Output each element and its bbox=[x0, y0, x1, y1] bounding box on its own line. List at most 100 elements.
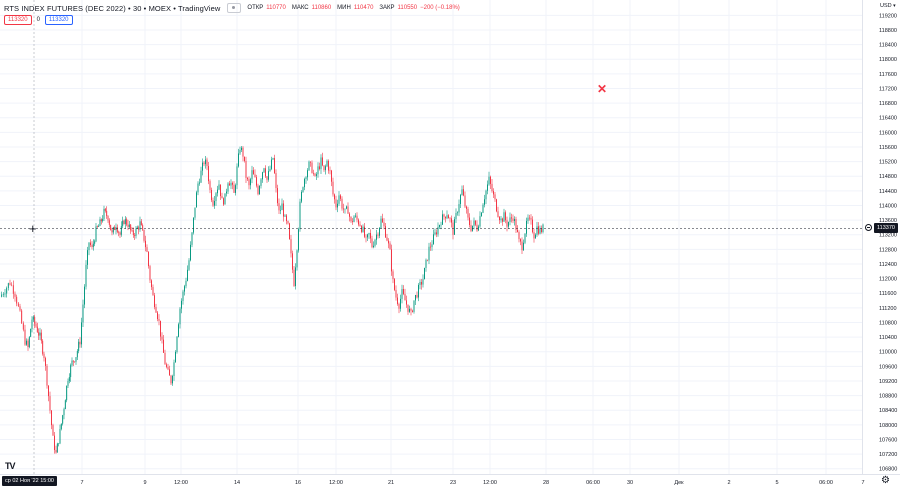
candle bbox=[368, 232, 370, 239]
settings-gear-icon[interactable]: ⚙ bbox=[881, 475, 890, 486]
candle-body bbox=[478, 226, 479, 231]
candle bbox=[239, 146, 241, 155]
candle bbox=[112, 226, 114, 235]
candle-body bbox=[355, 215, 356, 217]
candle-body bbox=[287, 221, 289, 224]
candle bbox=[362, 224, 364, 233]
candle-body bbox=[229, 183, 230, 186]
ask-price[interactable]: 113320 bbox=[44, 15, 73, 25]
candle-body bbox=[176, 336, 178, 352]
price-tick-label: 109600 bbox=[879, 364, 897, 370]
candle bbox=[39, 327, 41, 340]
candle bbox=[236, 163, 238, 190]
candle-body bbox=[451, 218, 452, 223]
candle-body bbox=[221, 196, 223, 199]
candle-body bbox=[275, 173, 277, 189]
candle-body bbox=[437, 226, 439, 235]
candle bbox=[59, 424, 61, 445]
candle bbox=[197, 181, 199, 196]
candle-body bbox=[254, 174, 256, 178]
candle bbox=[135, 226, 137, 239]
candle bbox=[248, 176, 250, 190]
candle-body bbox=[251, 170, 253, 180]
candle bbox=[463, 185, 464, 197]
currency-label: USD bbox=[880, 3, 892, 9]
candle bbox=[292, 250, 293, 274]
candle-body bbox=[340, 195, 341, 199]
price-tick-label: 114000 bbox=[879, 203, 897, 209]
candle bbox=[469, 213, 470, 228]
candle-body bbox=[31, 319, 33, 330]
candle bbox=[82, 299, 84, 327]
candle-body bbox=[323, 165, 325, 171]
bid-price[interactable]: 113320 bbox=[4, 15, 32, 25]
candle bbox=[437, 222, 439, 237]
candle bbox=[473, 217, 475, 230]
candle-body bbox=[148, 251, 149, 267]
candle bbox=[502, 217, 503, 226]
candle bbox=[161, 332, 163, 344]
candle-body bbox=[311, 162, 313, 173]
candle-body bbox=[514, 219, 515, 222]
candle-body bbox=[416, 294, 418, 298]
candle-body bbox=[12, 285, 14, 294]
candle-body bbox=[527, 217, 529, 221]
candle-body bbox=[391, 249, 392, 272]
price-line-circle-icon[interactable] bbox=[865, 224, 872, 231]
candle bbox=[349, 212, 350, 222]
cross-mark-icon[interactable]: ✕ bbox=[597, 82, 608, 96]
candle bbox=[60, 423, 62, 431]
candle-body bbox=[268, 171, 269, 180]
candle bbox=[245, 156, 247, 183]
time-tick-label: 23 bbox=[450, 480, 456, 486]
candle bbox=[193, 217, 194, 235]
candle-body bbox=[102, 218, 104, 222]
candle bbox=[76, 349, 78, 360]
candle bbox=[72, 360, 74, 367]
candle bbox=[31, 316, 33, 333]
candle bbox=[277, 184, 278, 207]
candle bbox=[284, 214, 286, 217]
candle-body bbox=[181, 300, 182, 309]
candle-body bbox=[520, 239, 521, 242]
candle bbox=[310, 161, 311, 167]
candle-body bbox=[163, 339, 164, 353]
currency-selector[interactable]: USD ▾ bbox=[880, 3, 896, 9]
candle bbox=[92, 239, 94, 251]
candle bbox=[454, 216, 455, 235]
candle-body bbox=[235, 185, 236, 193]
price-tick-label: 108000 bbox=[879, 423, 897, 429]
candle-body bbox=[538, 226, 539, 234]
candle bbox=[404, 288, 406, 301]
candle-body bbox=[424, 267, 425, 280]
tradingview-logo-icon[interactable]: TV bbox=[5, 461, 15, 471]
candle-body bbox=[103, 208, 105, 219]
crosshair-time-label: ср 02 Ноя '22 15:00 bbox=[2, 476, 57, 486]
eye-icon[interactable] bbox=[227, 3, 242, 13]
candle-body bbox=[284, 215, 286, 217]
candle-body bbox=[362, 226, 364, 232]
time-tick-label: 12:00 bbox=[329, 480, 343, 486]
candle-body bbox=[43, 353, 45, 359]
candle bbox=[434, 228, 436, 236]
candle-body bbox=[239, 150, 241, 154]
candle-body bbox=[66, 385, 68, 401]
candle bbox=[227, 182, 229, 195]
time-axis: 7 9 12:00 14 16 12:00 21 23 12:00 28 06:00 30 Дек 2 5 0… bbox=[0, 474, 900, 486]
candle-body bbox=[463, 189, 464, 196]
price-tick-label: 117600 bbox=[879, 72, 897, 78]
candle bbox=[66, 385, 68, 403]
candle bbox=[102, 215, 104, 223]
time-tick-label: 7 bbox=[861, 480, 864, 486]
candle bbox=[175, 350, 176, 363]
candle bbox=[406, 295, 407, 308]
candle-body bbox=[289, 223, 290, 240]
candle-body bbox=[299, 201, 301, 230]
time-tick-label: 9 bbox=[143, 480, 146, 486]
symbol-title[interactable]: RTS INDEX FUTURES (DEC 2022) • 30 • MOEX… bbox=[4, 3, 221, 13]
candle-body bbox=[382, 218, 383, 223]
candles bbox=[1, 146, 544, 454]
candle-body bbox=[356, 215, 358, 220]
candle bbox=[151, 279, 152, 291]
